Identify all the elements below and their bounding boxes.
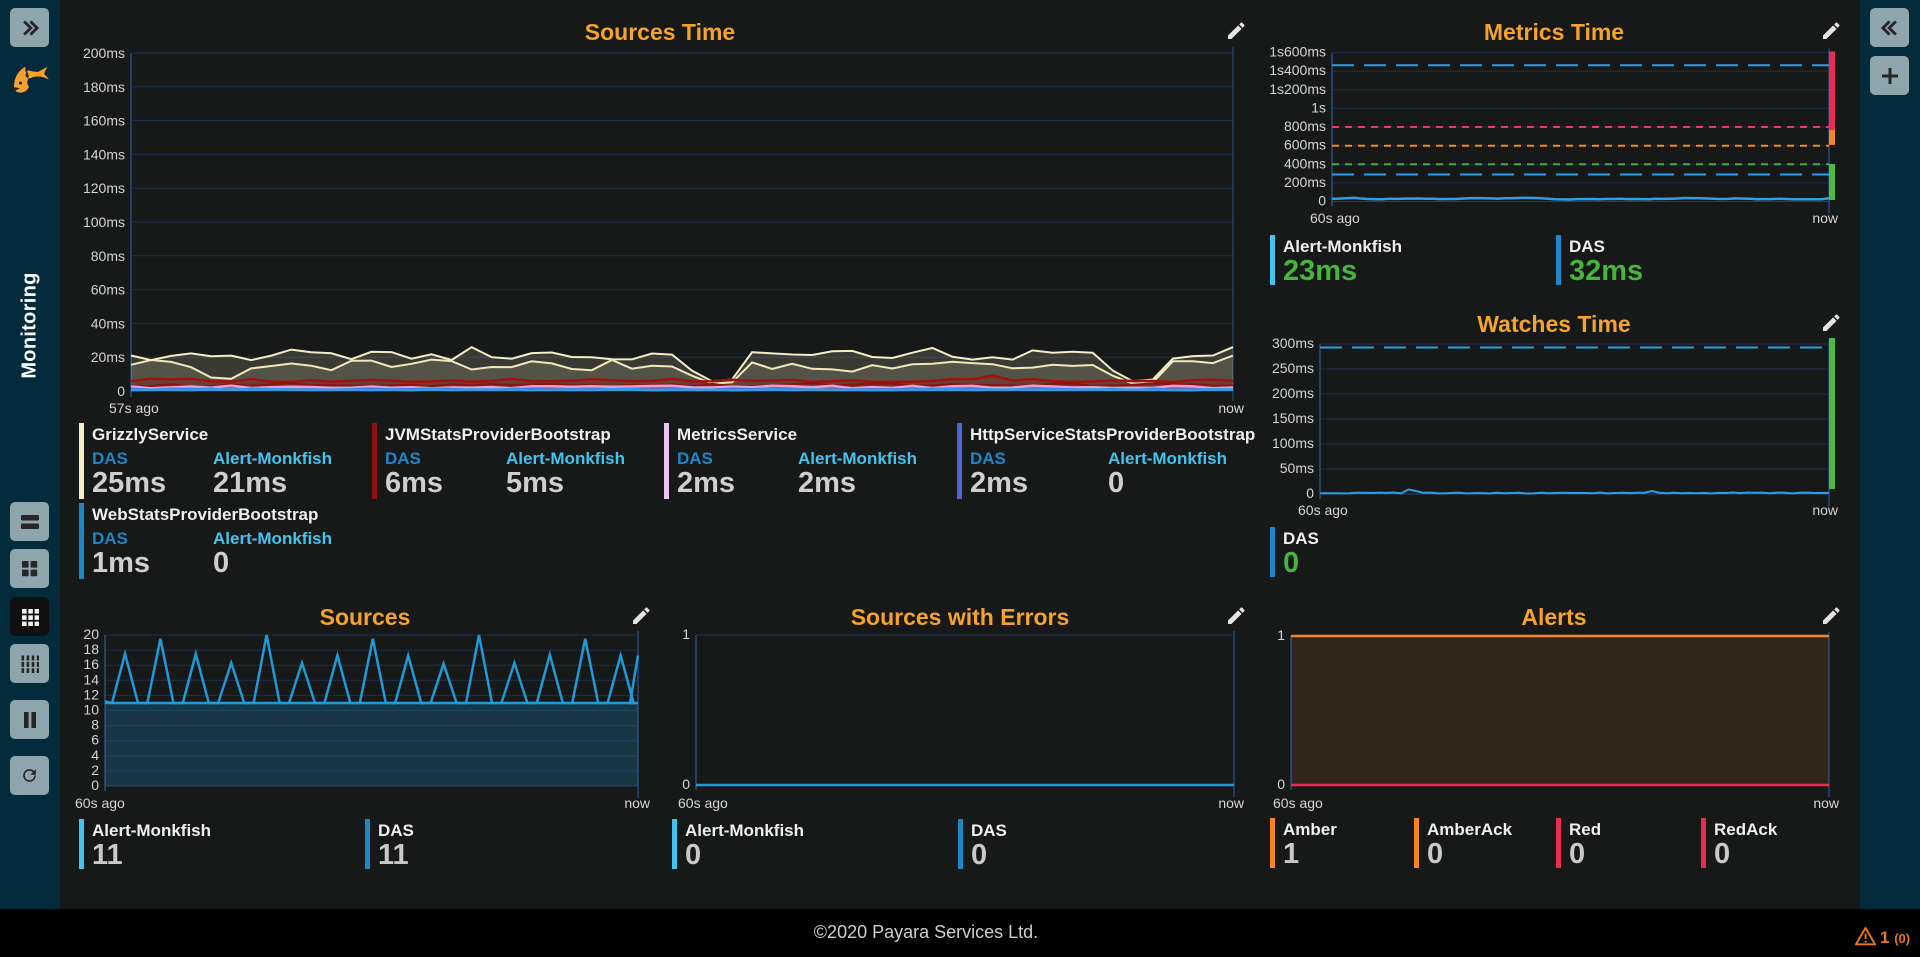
svg-text:8: 8 — [91, 717, 99, 733]
svg-text:now: now — [624, 795, 651, 811]
svg-text:16: 16 — [83, 656, 99, 672]
svg-text:100ms: 100ms — [1272, 435, 1314, 451]
svg-text:1s400ms: 1s400ms — [1269, 62, 1326, 78]
svg-text:6: 6 — [91, 732, 99, 748]
svg-text:1s600ms: 1s600ms — [1269, 45, 1326, 60]
svg-text:20: 20 — [83, 626, 99, 642]
svg-text:400ms: 400ms — [1284, 155, 1326, 171]
svg-text:60ms: 60ms — [91, 282, 125, 298]
svg-text:200ms: 200ms — [83, 45, 125, 61]
svg-text:0: 0 — [1277, 776, 1285, 792]
svg-text:now: now — [1218, 795, 1245, 811]
svg-text:100ms: 100ms — [83, 214, 125, 230]
svg-text:600ms: 600ms — [1284, 137, 1326, 153]
svg-text:0: 0 — [1318, 193, 1326, 209]
svg-text:300ms: 300ms — [1272, 335, 1314, 351]
svg-text:0: 0 — [682, 776, 690, 792]
svg-text:200ms: 200ms — [1284, 174, 1326, 190]
svg-text:180ms: 180ms — [83, 79, 125, 95]
svg-text:60s ago: 60s ago — [75, 795, 125, 811]
svg-text:0: 0 — [91, 777, 99, 793]
svg-text:160ms: 160ms — [83, 113, 125, 129]
svg-text:80ms: 80ms — [91, 248, 125, 264]
svg-text:50ms: 50ms — [1280, 460, 1314, 476]
svg-text:150ms: 150ms — [1272, 410, 1314, 426]
svg-text:60s ago: 60s ago — [1273, 795, 1323, 811]
svg-text:57s ago: 57s ago — [109, 400, 159, 416]
svg-text:20ms: 20ms — [91, 349, 125, 365]
svg-text:60s ago: 60s ago — [678, 795, 728, 811]
svg-text:14: 14 — [83, 671, 99, 687]
svg-text:40ms: 40ms — [91, 315, 125, 331]
svg-text:18: 18 — [83, 641, 99, 657]
svg-text:10: 10 — [83, 702, 99, 718]
svg-text:1s200ms: 1s200ms — [1269, 81, 1326, 97]
svg-text:0: 0 — [117, 383, 125, 399]
svg-text:now: now — [1218, 400, 1245, 416]
svg-text:1s: 1s — [1311, 99, 1326, 115]
svg-text:now: now — [1812, 502, 1839, 518]
svg-text:120ms: 120ms — [83, 180, 125, 196]
svg-text:60s ago: 60s ago — [1298, 502, 1348, 518]
svg-text:800ms: 800ms — [1284, 118, 1326, 134]
svg-text:60s ago: 60s ago — [1310, 210, 1360, 226]
svg-text:now: now — [1812, 210, 1839, 226]
svg-text:1: 1 — [1277, 627, 1285, 643]
svg-text:0: 0 — [1306, 485, 1314, 501]
svg-text:1: 1 — [682, 626, 690, 642]
svg-text:140ms: 140ms — [83, 146, 125, 162]
svg-text:now: now — [1813, 795, 1840, 811]
svg-text:4: 4 — [91, 747, 99, 763]
svg-text:2: 2 — [91, 762, 99, 778]
svg-text:12: 12 — [83, 686, 99, 702]
svg-text:250ms: 250ms — [1272, 360, 1314, 376]
svg-text:200ms: 200ms — [1272, 385, 1314, 401]
